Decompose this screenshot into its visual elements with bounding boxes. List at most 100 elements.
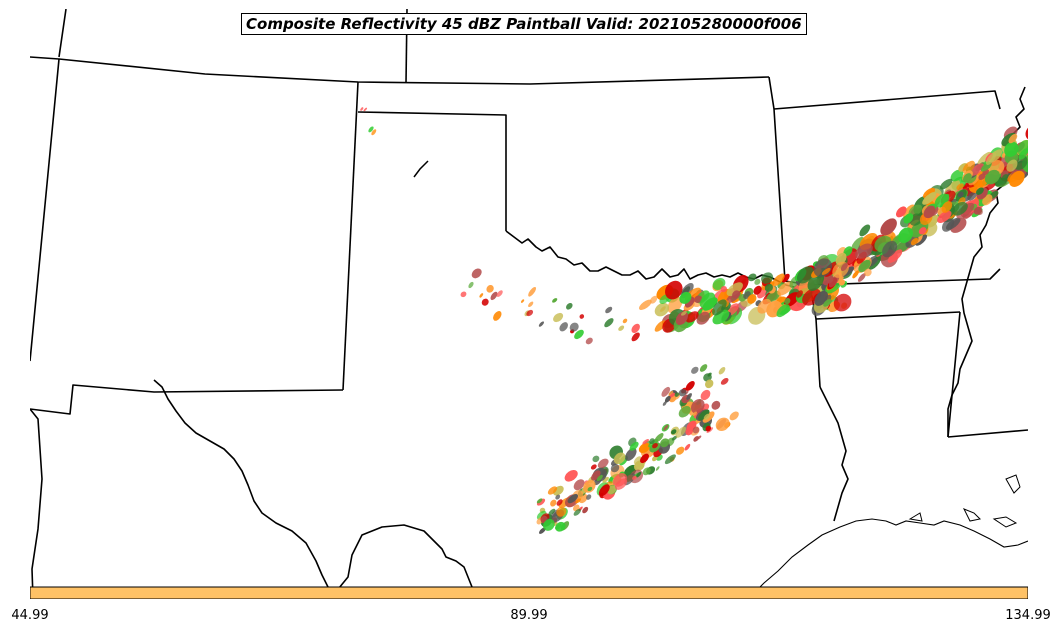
reflectivity-cell (711, 400, 721, 410)
reflectivity-cell (655, 466, 660, 471)
reflectivity-cell (662, 401, 667, 406)
reflectivity-cell (941, 218, 955, 232)
border-colorado-kansas (342, 81, 359, 391)
reflectivity-cell (536, 498, 543, 504)
reflectivity-cell (1001, 174, 1009, 181)
reflectivity-cell (915, 234, 928, 246)
reflectivity-cell (681, 310, 687, 316)
reflectivity-cell (840, 262, 848, 272)
reflectivity-cell (654, 433, 664, 443)
border-utah-colorado (58, 9, 67, 58)
reflectivity-cell (703, 413, 711, 420)
reflectivity-cell (460, 291, 467, 298)
colorbar (30, 586, 1028, 599)
reflectivity-cell (678, 405, 691, 418)
reflectivity-cell (732, 290, 741, 299)
reflectivity-cell (678, 389, 687, 397)
reflectivity-cell (784, 297, 791, 305)
paintball-reflectivity-layer (360, 107, 1028, 534)
border-arkansas-south (815, 311, 961, 320)
reflectivity-cell (691, 366, 699, 374)
reflectivity-cell (939, 178, 953, 190)
reflectivity-cell (640, 453, 649, 464)
reflectivity-cell (586, 494, 592, 500)
reflectivity-cell (496, 290, 503, 297)
reflectivity-cell (587, 486, 593, 492)
reflectivity-cell (631, 332, 640, 342)
reflectivity-cell (777, 281, 794, 296)
reflectivity-cell (493, 311, 502, 321)
reflectivity-cell (671, 435, 678, 441)
reflectivity-cell (747, 294, 757, 304)
reflectivity-cell (538, 321, 544, 327)
colorbar-tick-label-max: 134.99 (1005, 608, 1051, 623)
reflectivity-cell (761, 272, 774, 284)
reflectivity-cell (705, 425, 712, 432)
reflectivity-cell (699, 364, 708, 372)
reflectivity-cell (536, 498, 546, 506)
reflectivity-cell (928, 192, 936, 200)
reflectivity-cell (632, 475, 637, 481)
reflectivity-cell (553, 312, 564, 323)
reflectivity-cell (858, 259, 871, 273)
reflectivity-cell (880, 218, 897, 236)
reflectivity-cell (685, 311, 699, 323)
reflectivity-cell (486, 284, 494, 293)
reflectivity-cell (566, 302, 573, 310)
reflectivity-cell (591, 470, 601, 481)
reflectivity-cell (1009, 170, 1025, 187)
border-newmexico-south (30, 408, 43, 599)
reflectivity-cell (664, 395, 671, 403)
reflectivity-cell (970, 163, 985, 176)
rio-grande-border (153, 379, 333, 599)
reflectivity-cell (937, 210, 952, 224)
reflectivity-cell (855, 243, 873, 259)
reflectivity-cell (918, 227, 927, 235)
reflectivity-cell (864, 268, 872, 277)
reflectivity-cell (618, 325, 625, 331)
reflectivity-cell (481, 298, 489, 306)
reflectivity-cell (564, 470, 578, 482)
reflectivity-cell (567, 494, 578, 504)
reflectivity-cell (826, 276, 834, 284)
reflectivity-cell (575, 498, 582, 504)
reflectivity-cell (796, 266, 814, 284)
reflectivity-cell (985, 152, 997, 165)
coast-detail (908, 474, 1021, 528)
reflectivity-cell (528, 286, 537, 297)
border-missouri-north (773, 90, 1001, 110)
reflectivity-cell (705, 379, 714, 389)
reflectivity-cell (707, 372, 712, 377)
reflectivity-cell (718, 366, 726, 375)
colorbar-tick-label-mid: 89.99 (510, 608, 548, 623)
reflectivity-cell (922, 187, 936, 199)
reflectivity-cell (852, 270, 859, 279)
reflectivity-cell (692, 426, 700, 434)
reflectivity-cell (685, 380, 695, 391)
reflectivity-cell (631, 323, 640, 334)
reflectivity-cell (569, 322, 579, 332)
reflectivity-cell (674, 392, 680, 397)
reflectivity-cell (962, 173, 972, 183)
reflectivity-cell (592, 455, 600, 463)
lake-feature (413, 160, 429, 178)
reflectivity-cell (368, 126, 374, 133)
reflectivity-cell (583, 480, 596, 493)
reflectivity-cell (1004, 141, 1019, 157)
border-mississippi-east (947, 311, 961, 438)
reflectivity-cell (1017, 140, 1028, 156)
big-bend-border (329, 524, 475, 599)
reflectivity-cell (638, 442, 651, 454)
reflectivity-cell (629, 441, 639, 451)
reflectivity-cell (613, 452, 626, 465)
reflectivity-cell (528, 301, 534, 308)
reflectivity-cell (649, 295, 658, 304)
reflectivity-cell (838, 279, 846, 286)
reflectivity-cell (602, 476, 609, 483)
reflectivity-cell (555, 494, 561, 500)
reflectivity-cell (579, 314, 585, 319)
reflectivity-cell (908, 204, 923, 217)
reflectivity-cell (590, 464, 597, 470)
reflectivity-cell (604, 318, 614, 328)
border-newmexico-texas (30, 384, 344, 415)
